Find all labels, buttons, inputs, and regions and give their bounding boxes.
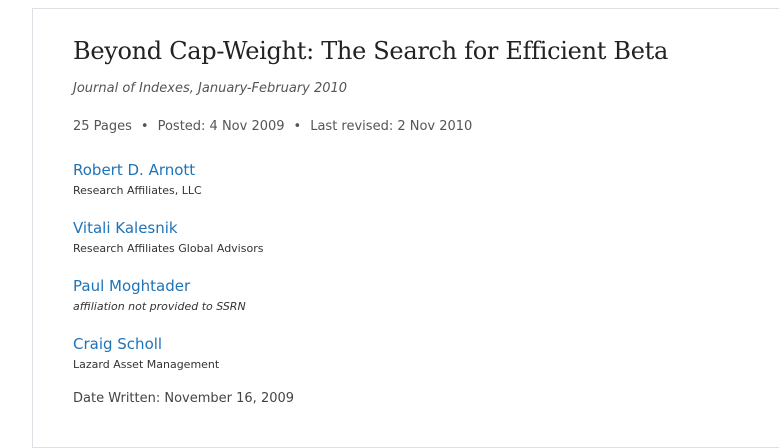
separator: • [293,119,302,134]
author-link[interactable]: Craig Scholl [73,335,163,353]
author-link[interactable]: Paul Moghtader [73,277,191,295]
paper-card: Beyond Cap-Weight: The Search for Effici… [32,8,779,448]
author-item: Paul Moghtader affiliation not provided … [73,277,246,313]
author-item: Robert D. Arnott Research Affiliates, LL… [73,161,202,197]
author-link[interactable]: Robert D. Arnott [73,161,196,179]
revised-date: Last revised: 2 Nov 2010 [310,119,473,134]
author-affiliation: Lazard Asset Management [73,358,220,371]
author-link[interactable]: Vitali Kalesnik [73,219,178,237]
paper-title: Beyond Cap-Weight: The Search for Effici… [73,37,668,65]
date-written: Date Written: November 16, 2009 [73,391,295,406]
author-affiliation: Research Affiliates Global Advisors [73,242,264,255]
separator: • [140,119,149,134]
author-item: Craig Scholl Lazard Asset Management [73,335,219,371]
posted-date: Posted: 4 Nov 2009 [157,119,285,134]
author-affiliation: affiliation not provided to SSRN [73,300,246,313]
paper-meta: 25 Pages • Posted: 4 Nov 2009 • Last revised… [73,119,472,134]
page-count: 25 Pages [73,119,132,134]
author-item: Vitali Kalesnik Research Affiliates Glob… [73,219,263,255]
journal-citation: Journal of Indexes, January-February 201… [73,81,348,96]
author-affiliation: Research Affiliates, LLC [73,184,202,197]
